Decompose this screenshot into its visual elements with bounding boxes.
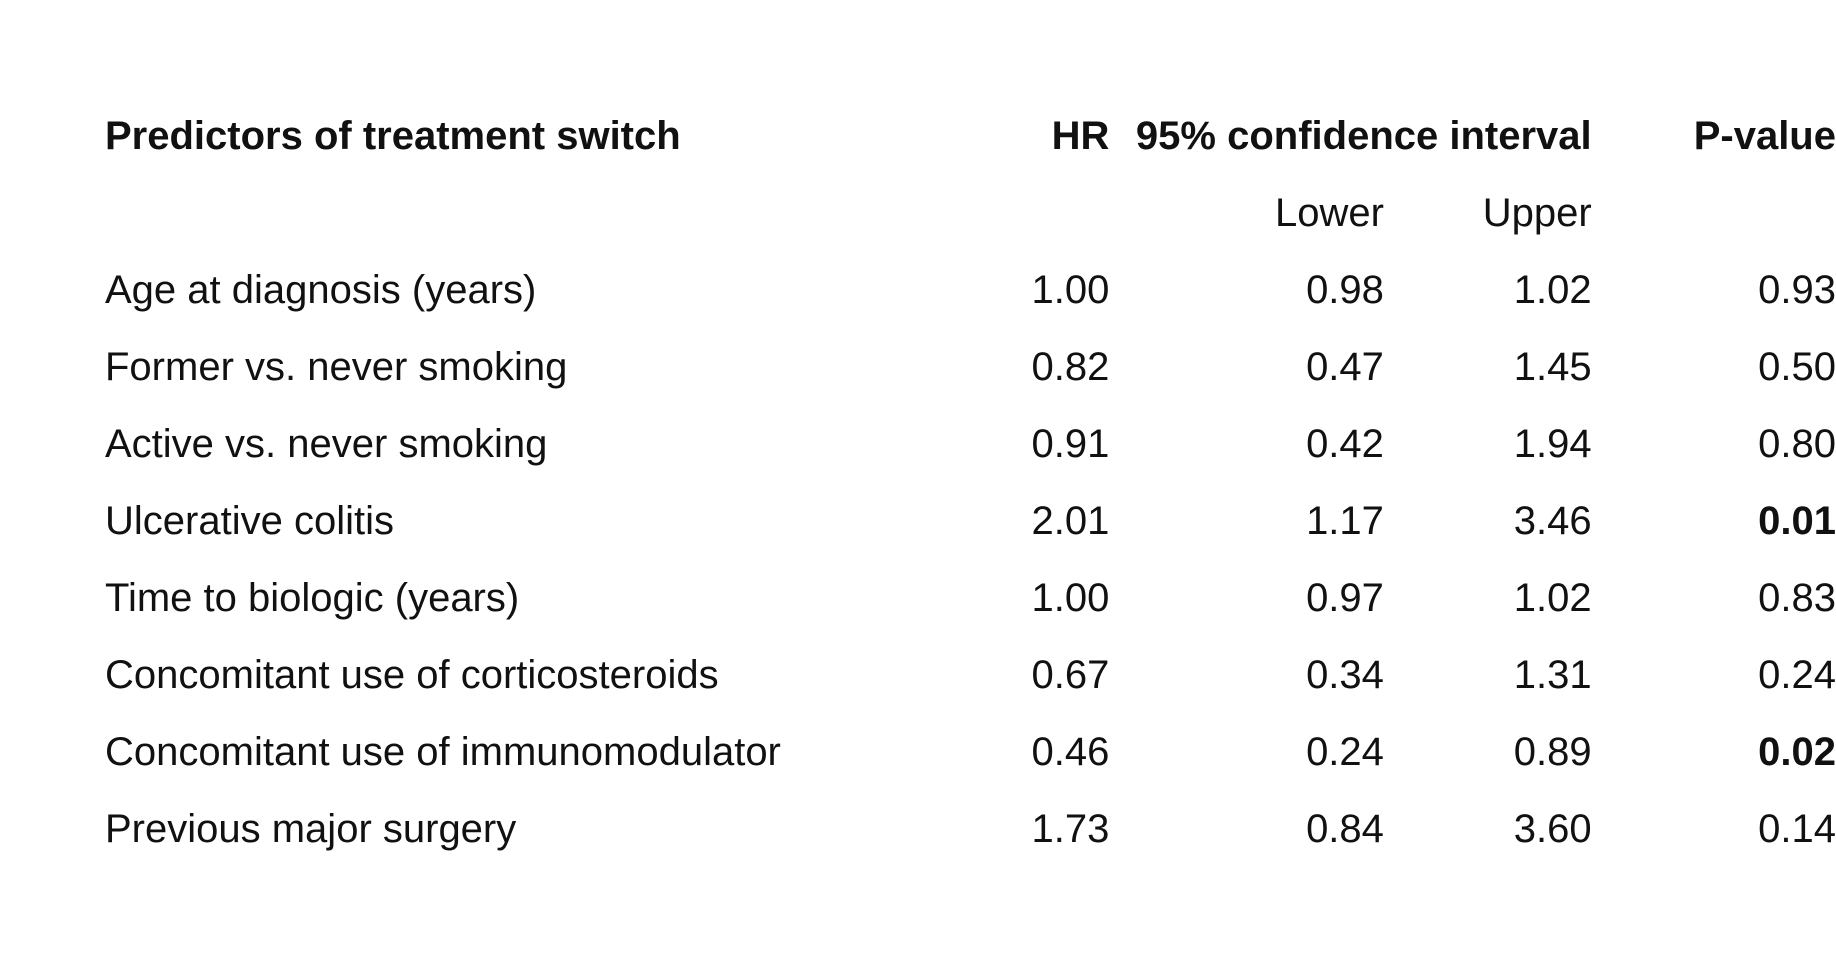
table-body: Age at diagnosis (years) 1.00 0.98 1.02 0.93… — [105, 251, 1836, 867]
predictor-cell: Concomitant use of immunomodulator — [105, 729, 781, 774]
p-value-cell: 0.50 — [1758, 344, 1836, 389]
ci-upper-cell: 3.60 — [1513, 806, 1592, 851]
hr-cell: 0.91 — [1031, 421, 1110, 466]
hr-cell: 0.67 — [1031, 652, 1110, 697]
header-row: Predictors of treatment switch HR 95% co… — [105, 97, 1836, 174]
ci-upper-cell: 1.02 — [1513, 575, 1592, 620]
ci-lower-cell: 0.24 — [1306, 729, 1384, 774]
ci-upper-cell: 1.31 — [1513, 652, 1592, 697]
p-value-cell: 0.24 — [1758, 652, 1836, 697]
ci-lower-cell: 1.17 — [1306, 498, 1384, 543]
table-row: Ulcerative colitis 2.01 1.17 3.46 0.01 — [105, 482, 1836, 559]
p-value-cell: 0.01 — [1758, 498, 1836, 543]
hr-cell: 2.01 — [1031, 498, 1110, 543]
hr-cell: 1.73 — [1031, 806, 1110, 851]
subheader-row: Lower Upper — [105, 174, 1836, 251]
p-value-cell: 0.80 — [1758, 421, 1836, 466]
results-table: Predictors of treatment switch HR 95% co… — [105, 97, 1836, 867]
predictor-cell: Active vs. never smoking — [105, 421, 548, 466]
ci-lower-cell: 0.98 — [1306, 267, 1384, 312]
ci-lower-cell: 0.42 — [1306, 421, 1384, 466]
table-row: Concomitant use of immunomodulator 0.46 0.… — [105, 713, 1836, 790]
ci-upper-cell: 0.89 — [1513, 729, 1592, 774]
subheader-empty — [913, 174, 1110, 251]
table-row: Former vs. never smoking 0.82 0.47 1.45 0.50 — [105, 328, 1836, 405]
p-value-cell: 0.14 — [1758, 806, 1836, 851]
hr-cell: 0.46 — [1031, 729, 1110, 774]
subheader-empty — [1592, 174, 1836, 251]
ci-lower-cell: 0.47 — [1306, 344, 1384, 389]
p-value-cell: 0.93 — [1758, 267, 1836, 312]
lower-subheader: Lower — [1274, 190, 1384, 235]
predictor-cell: Time to biologic (years) — [105, 575, 520, 620]
predictor-cell: Previous major surgery — [105, 806, 517, 851]
hr-cell: 0.82 — [1031, 344, 1110, 389]
ci-upper-cell: 1.45 — [1513, 344, 1592, 389]
ci-lower-cell: 0.97 — [1306, 575, 1384, 620]
hr-column-header: HR — [1051, 113, 1110, 158]
ci-upper-cell: 3.46 — [1513, 498, 1592, 543]
predictor-cell: Ulcerative colitis — [105, 498, 394, 543]
upper-subheader: Upper — [1482, 190, 1592, 235]
predictor-column-header: Predictors of treatment switch — [105, 113, 681, 158]
table-row: Active vs. never smoking 0.91 0.42 1.94 0.80 — [105, 405, 1836, 482]
ci-lower-cell: 0.84 — [1306, 806, 1384, 851]
ci-column-header: 95% confidence interval — [1135, 113, 1592, 158]
ci-upper-cell: 1.94 — [1513, 421, 1592, 466]
table-row: Time to biologic (years) 1.00 0.97 1.02 0.83 — [105, 559, 1836, 636]
predictor-cell: Former vs. never smoking — [105, 344, 568, 389]
table-row: Previous major surgery 1.73 0.84 3.60 0.14 — [105, 790, 1836, 867]
ci-lower-cell: 0.34 — [1306, 652, 1384, 697]
table-row: Concomitant use of corticosteroids 0.67 0.… — [105, 636, 1836, 713]
hr-cell: 1.00 — [1031, 267, 1110, 312]
p-value-cell: 0.02 — [1758, 729, 1836, 774]
p-value-column-header: P-value — [1693, 113, 1836, 158]
p-value-cell: 0.83 — [1758, 575, 1836, 620]
predictor-cell: Concomitant use of corticosteroids — [105, 652, 719, 697]
predictor-cell: Age at diagnosis (years) — [105, 267, 537, 312]
hr-cell: 1.00 — [1031, 575, 1110, 620]
table-row: Age at diagnosis (years) 1.00 0.98 1.02 0.93 — [105, 251, 1836, 328]
subheader-empty — [105, 174, 913, 251]
ci-upper-cell: 1.02 — [1513, 267, 1592, 312]
